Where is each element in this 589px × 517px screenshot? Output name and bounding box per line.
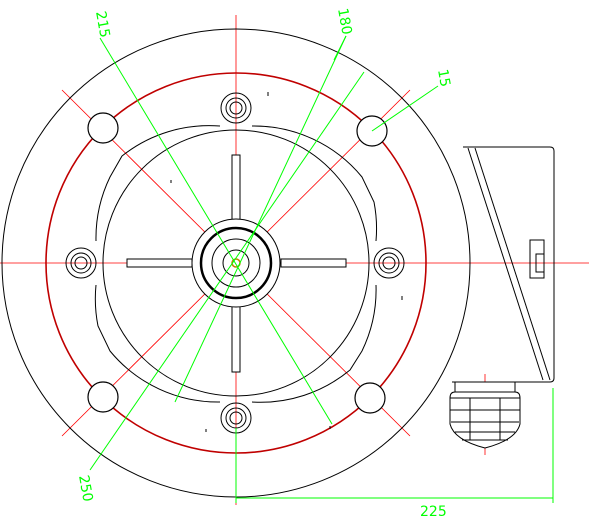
mounting-hole-bottom-right: [354, 382, 386, 414]
dim-250-leader: [89, 71, 365, 471]
dim-250-label: 250: [75, 474, 95, 503]
terminal-box-edge-2: [474, 147, 551, 381]
mounting-hole-top-left: [87, 112, 119, 144]
dim-180-leader: [174, 35, 347, 403]
dimension-lines: [89, 35, 554, 503]
dim-215-label: 215: [92, 10, 112, 39]
dim-15-leader: [371, 85, 439, 132]
rib-right: [280, 258, 347, 268]
dim-15-label: 15: [434, 68, 453, 88]
rib-left: [126, 258, 193, 268]
terminal-box-edge-1: [467, 147, 544, 381]
bolt-boss-left: [65, 247, 97, 279]
shaft-hub: [191, 218, 281, 308]
dimension-labels: 215 180 15 250 225: [75, 7, 453, 517]
terminal-box-outline: [452, 146, 555, 383]
inner-housing-circle: [102, 129, 370, 397]
bolt-boss-right: [373, 247, 405, 279]
terminal-box-screw: [535, 253, 545, 273]
dim-180-extension: [333, 35, 347, 61]
rib-bottom: [231, 299, 241, 373]
dim-225-label: 225: [420, 504, 447, 517]
dim-180-label: 180: [334, 7, 354, 36]
reference-ticks: [170, 92, 403, 432]
bolt-boss-top: [220, 92, 252, 124]
mounting-hole-bottom-left: [87, 381, 119, 413]
terminal-box: [452, 146, 555, 383]
rib-top: [231, 154, 241, 226]
cable-gland: [449, 381, 521, 449]
dim-215-leader: [99, 37, 333, 425]
inner-housing-outline: [94, 125, 378, 403]
